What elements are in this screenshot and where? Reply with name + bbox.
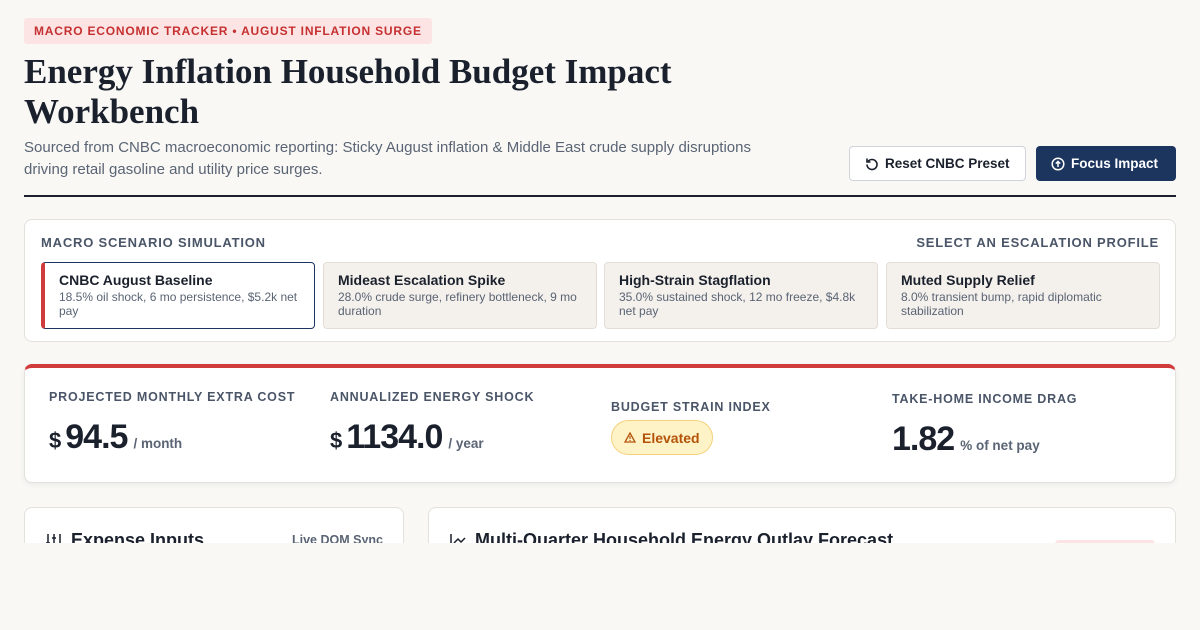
warning-icon [624,432,636,443]
subtitle: Sourced from CNBC macroeconomic reportin… [24,139,751,178]
panel-tag: Live DOM Sync [292,533,383,543]
scenario-card: MACRO SCENARIO SIMULATION SELECT AN ESCA… [24,219,1176,342]
metric-label: TAKE-HOME INCOME DRAG [892,392,1078,406]
metric-value: $1134.0 / year [330,418,534,457]
button-label: Reset CNBC Preset [885,156,1010,171]
metric-number: 94.5 [65,418,128,456]
chart-icon [450,533,466,543]
inputs-panel: Expense Inputs Live DOM Sync [24,507,404,543]
reset-button[interactable]: Reset CNBC Preset [849,146,1026,181]
scenario-option[interactable]: High-Strain Stagflation 35.0% sustained s… [604,262,878,329]
metric-label: PROJECTED MONTHLY EXTRA COST [49,390,296,404]
metric: TAKE-HOME INCOME DRAG 1.82 % of net pay [892,392,1077,459]
scenario-name: Mideast Escalation Spike [338,272,506,288]
metric-unit: % of net pay [960,438,1040,453]
app: MACRO ECONOMIC TRACKER • AUGUST INFLATIO… [24,18,1176,543]
section-title: MACRO SCENARIO SIMULATION [41,235,266,250]
focus-button[interactable]: Focus Impact [1036,146,1176,181]
metric-number: 1134.0 [346,418,443,456]
scenario-desc: 35.0% sustained shock, 12 mo freeze, $4.… [619,290,856,318]
metric-label: ANNUALIZED ENERGY SHOCK [330,390,535,404]
forecast-panel: Multi-Quarter Household Energy Outlay Fo… [428,507,1176,543]
scenario-desc: 28.0% crude surge, refinery bottleneck, … [338,290,577,318]
scenario-name: High-Strain Stagflation [619,272,771,288]
title: Energy Inflation Household Budget Impact… [24,52,672,131]
metric: BUDGET STRAIN INDEX Elevated [611,400,771,455]
badge: MACRO ECONOMIC TRACKER • AUGUST INFLATIO… [24,18,432,44]
scenario-option[interactable]: Muted Supply Relief 8.0% transient bump, … [886,262,1160,329]
metric-unit: / year [448,436,484,451]
metric-label: BUDGET STRAIN INDEX [611,400,771,414]
metric-number: 1.82 [892,420,955,458]
metric: PROJECTED MONTHLY EXTRA COST $94.5 / month [49,390,295,457]
metric: ANNUALIZED ENERGY SHOCK $1134.0 / year [330,390,534,457]
divider [24,195,1176,197]
scenario-desc: 18.5% oil shock, 6 mo persistence, $5.2k… [59,290,298,318]
scenario-option[interactable]: CNBC August Baseline 18.5% oil shock, 6 m… [41,262,315,329]
metric-prefix: $ [330,428,343,453]
status-text: Elevated [642,429,700,446]
section-hint: SELECT AN ESCALATION PROFILE [916,235,1159,250]
panel-header: Multi-Quarter Household Energy Outlay Fo… [449,530,893,543]
metric-unit: / month [133,436,183,451]
panel-title: Expense Inputs [71,530,205,543]
scenario-desc: 8.0% transient bump, rapid diplomatic st… [901,290,1102,318]
status-pill [1055,540,1155,543]
status-pill: Elevated [611,420,713,455]
focus-icon [1051,156,1065,171]
metrics-card: PROJECTED MONTHLY EXTRA COST $94.5 / month… [24,364,1176,483]
panel-header: Expense Inputs [45,530,204,543]
scenario-option[interactable]: Mideast Escalation Spike 28.0% crude surg… [323,262,597,329]
panel-title: Multi-Quarter Household Energy Outlay Fo… [475,530,894,543]
scenario-name: Muted Supply Relief [901,272,1035,288]
reset-icon [866,158,878,170]
button-label: Focus Impact [1071,156,1159,171]
metric-value: 1.82 % of net pay [892,420,1077,459]
scenario-name: CNBC August Baseline [59,272,213,288]
metric-prefix: $ [49,428,62,453]
metric-value: $94.5 / month [49,418,295,457]
sliders-icon [46,533,62,543]
